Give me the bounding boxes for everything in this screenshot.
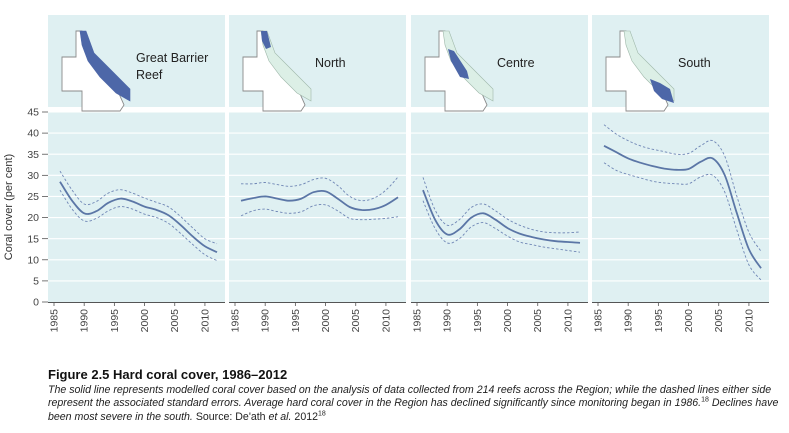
mean-coral-cover-line [422, 189, 581, 244]
x-tick-label: 2005 [169, 309, 181, 333]
caption-ref1: 18 [701, 396, 709, 404]
x-tick-label: 1985 [593, 309, 605, 333]
mean-coral-cover-line [59, 181, 218, 254]
upper-error-line [59, 170, 218, 245]
figure-caption: Figure 2.5 Hard coral cover, 1986–2012 T… [48, 367, 783, 424]
queensland-map-icon [242, 30, 312, 112]
y-tick-label: 45 [27, 107, 39, 119]
panel-title: South [678, 56, 711, 70]
queensland-map-icon [61, 30, 131, 112]
x-tick-label: 2005 [713, 309, 725, 333]
upper-error-line [422, 177, 581, 234]
caption-part1: The solid line represents modelled coral… [48, 384, 772, 410]
panel-south: South 1985 1990 1995 2000 2005 2010 [592, 15, 769, 332]
panel-all: Great Barrier Reef 1985 1990 1995 2000 2005 201… [48, 15, 225, 332]
x-tick-label: 2005 [350, 309, 362, 333]
caption-source-year: 2012 [291, 410, 318, 423]
reef-highlight-centre [448, 49, 469, 79]
x-tick-label: 2000 [502, 309, 514, 333]
y-tick-label: 35 [27, 149, 39, 161]
x-tick-label: 2010 [562, 309, 574, 333]
x-tick-label: 2000 [139, 309, 151, 333]
y-tick-label: 0 [33, 297, 39, 309]
plot-area [48, 112, 225, 302]
plot-area [411, 112, 588, 302]
caption-ref2: 18 [318, 410, 326, 418]
panel-title: North [315, 56, 346, 70]
plot-area [229, 112, 406, 302]
y-tick-label: 5 [33, 275, 39, 287]
reef-region-outline [623, 30, 675, 102]
x-tick-label: 1995 [653, 309, 665, 333]
lower-error-line [603, 162, 762, 281]
reef-highlight-north [261, 31, 271, 49]
lower-error-line [59, 189, 218, 262]
x-tick-label: 1985 [412, 309, 424, 333]
y-axis-label: Coral cover (per cent) [3, 154, 15, 260]
mean-coral-cover-line [603, 144, 762, 269]
x-tick-label: 1990 [260, 309, 272, 333]
y-tick-label: 10 [27, 254, 39, 266]
x-tick-label: 1990 [442, 309, 454, 333]
panel-title: Centre [497, 56, 535, 70]
y-tick-label: 20 [27, 212, 39, 224]
x-tick-label: 1995 [290, 309, 302, 333]
x-tick-label: 2010 [380, 309, 392, 333]
figure-caption-text: The solid line represents modelled coral… [48, 384, 783, 424]
lower-error-line [422, 200, 581, 253]
reef-region-outline [79, 30, 131, 102]
x-tick-label: 2000 [320, 309, 332, 333]
plot-area [592, 112, 769, 302]
x-tick-label: 2000 [683, 309, 695, 333]
reef-highlight-south [650, 79, 674, 103]
lower-error-line [240, 204, 399, 221]
panel-title: Great Barrier [136, 51, 208, 65]
caption-source-etal: et al. [268, 410, 292, 423]
y-tick-label: 30 [27, 170, 39, 182]
x-tick-label: 2010 [743, 309, 755, 333]
x-tick-label: 1995 [109, 309, 121, 333]
queensland-map-icon [605, 30, 675, 112]
figure-title: Figure 2.5 Hard coral cover, 1986–2012 [48, 367, 288, 382]
upper-error-line [603, 124, 762, 252]
reef-region-outline [442, 30, 494, 102]
x-tick-label: 1990 [79, 309, 91, 333]
y-tick-label: 25 [27, 191, 39, 203]
caption-source-label: Source: De'ath [192, 410, 269, 423]
x-tick-label: 2010 [199, 309, 211, 333]
x-tick-label: 1990 [623, 309, 635, 333]
y-tick-label: 15 [27, 233, 39, 245]
y-tick-label: 40 [27, 128, 39, 140]
coral-cover-chart: Coral cover (per cent) 0 5 10 15 20 25 30 35 40 45… [3, 15, 769, 332]
panel-centre: Centre 1985 1990 1995 2000 2005 2010 [411, 15, 588, 332]
mean-coral-cover-line [240, 189, 399, 212]
x-tick-label: 1985 [49, 309, 61, 333]
upper-error-line [240, 176, 399, 202]
x-tick-label: 1985 [230, 309, 242, 333]
panel-north: North 1985 1990 1995 2000 2005 2010 [229, 15, 406, 332]
panel-title: Reef [136, 68, 163, 82]
x-tick-label: 1995 [472, 309, 484, 333]
caption-part2: Declines have been most severe in the so… [48, 397, 779, 423]
x-tick-label: 2005 [532, 309, 544, 333]
reef-region-outline [260, 30, 312, 102]
queensland-map-icon [424, 30, 494, 112]
